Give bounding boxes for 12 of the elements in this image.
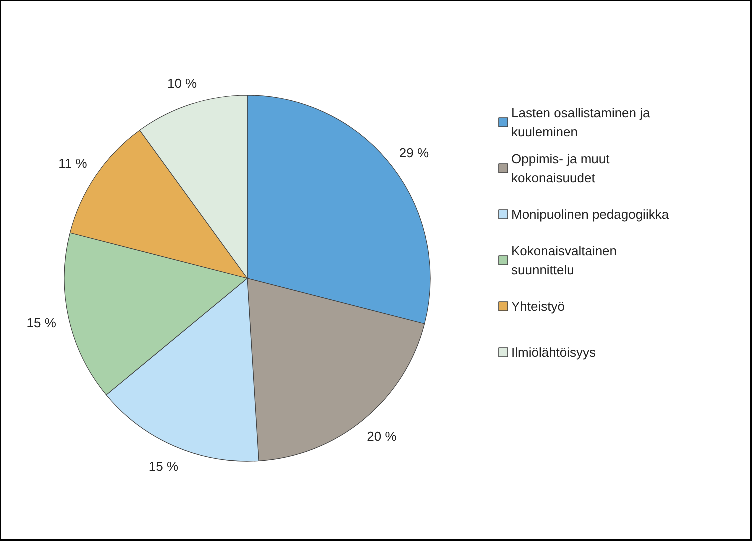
legend-label: Ilmiölähtöisyys <box>512 345 597 360</box>
data-label: 15 % <box>148 459 179 474</box>
legend-label: Yhteistyö <box>512 299 565 314</box>
data-label: 11 % <box>58 156 88 171</box>
legend-label: Lasten osallistaminen ja kuuleminen <box>512 106 652 140</box>
data-label: 29 % <box>399 145 430 160</box>
legend-label: Oppimis- ja muut kokonaisuudet <box>512 152 610 186</box>
legend-label: Monipuolinen pedagogiikka <box>512 207 670 222</box>
legend-label: Kokonaisvaltainen suunnittelu <box>512 244 618 278</box>
data-label: 10 % <box>167 76 198 92</box>
data-label: 20 % <box>367 428 398 444</box>
data-label: 15 % <box>26 316 57 331</box>
